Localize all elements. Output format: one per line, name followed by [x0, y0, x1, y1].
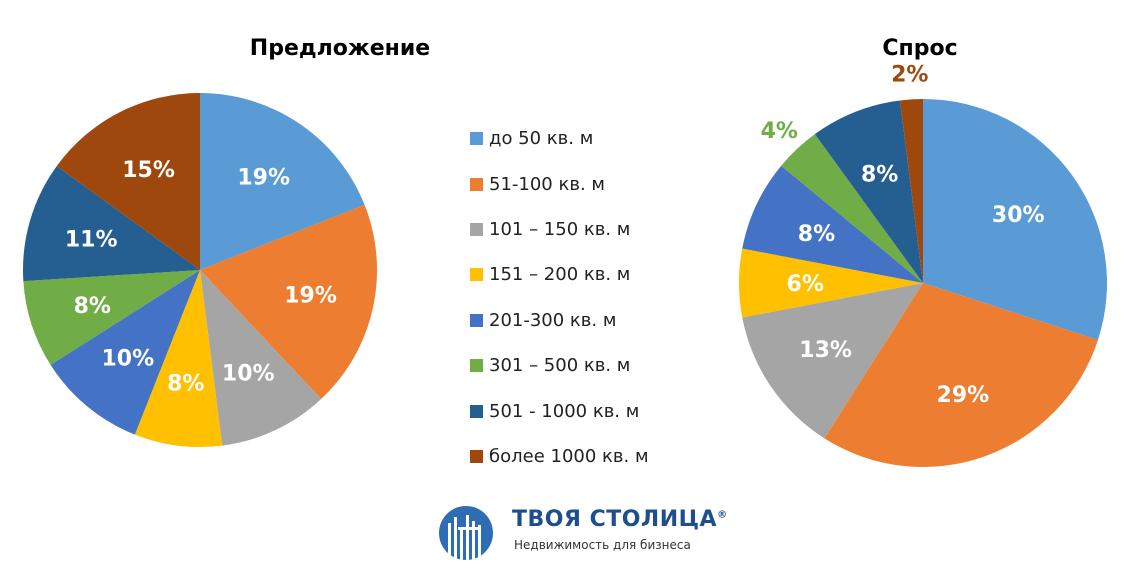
building-logo-icon — [439, 506, 493, 560]
pie-data-label: 8% — [167, 371, 204, 396]
chart-title-supply: Предложение — [249, 36, 431, 61]
legend-item: до 50 кв. м — [470, 116, 649, 161]
legend-label: 201-300 кв. м — [489, 309, 617, 331]
pie-slice — [742, 165, 923, 283]
legend-label: 301 – 500 кв. м — [489, 355, 631, 377]
pie-data-label: 19% — [237, 165, 290, 190]
legend-swatch — [470, 313, 483, 327]
legend-label: 51-100 кв. м — [489, 173, 605, 195]
pie-data-label: 11% — [65, 227, 118, 252]
pie-slice — [50, 270, 201, 435]
pie-slice — [923, 99, 1107, 340]
pie-data-label: 8% — [861, 163, 898, 188]
pie-slice — [134, 270, 223, 447]
logo-tagline: Недвижимость для бизнеса — [514, 538, 691, 552]
pie-data-label: 10% — [101, 346, 154, 371]
legend-swatch — [470, 268, 483, 282]
legend-item: 501 - 1000 кв. м — [470, 388, 649, 433]
pie-slice — [824, 283, 1098, 467]
legend-item: 301 – 500 кв. м — [470, 343, 649, 388]
chart-title-demand: Спрос — [882, 36, 958, 61]
legend-item: более 1000 кв. м — [470, 434, 649, 479]
legend-swatch — [470, 359, 483, 373]
pie-slice — [56, 93, 201, 270]
legend-swatch — [470, 449, 483, 463]
pie-data-label: 8% — [74, 294, 111, 319]
pie-slice — [781, 134, 923, 283]
pie-slice — [23, 270, 200, 365]
company-logo: ТВОЯ СТОЛИЦА® Недвижимость для бизнеса — [434, 503, 727, 563]
legend-label: 501 - 1000 кв. м — [489, 400, 640, 422]
pie-data-label: 13% — [799, 338, 852, 363]
pie-slice — [814, 100, 923, 283]
pie-data-label: 8% — [798, 222, 835, 247]
legend-item: 201-300 кв. м — [470, 298, 649, 343]
pie-slice — [742, 283, 923, 439]
pie-slice — [200, 93, 365, 270]
pie-slice — [899, 99, 923, 283]
pie-data-label: 2% — [891, 62, 928, 87]
pie-slice — [200, 204, 377, 400]
pie-slice — [200, 270, 322, 446]
legend-swatch — [470, 404, 483, 418]
pie-data-label: 15% — [122, 158, 175, 183]
legend-label: более 1000 кв. м — [489, 445, 649, 467]
legend-swatch — [470, 222, 483, 236]
logo-name: ТВОЯ СТОЛИЦА® — [512, 507, 728, 532]
pie-data-label: 4% — [761, 119, 798, 144]
pie-data-label: 6% — [787, 272, 824, 297]
pie-data-label: 29% — [937, 383, 990, 408]
legend-label: 151 – 200 кв. м — [489, 264, 631, 286]
pie-chart-supply: 19% 19% 10% 8% 10% 8% 11% 15% — [23, 93, 377, 447]
pie-data-label: 30% — [992, 203, 1045, 228]
legend-label: до 50 кв. м — [489, 128, 594, 150]
chart-legend: до 50 кв. м 51-100 кв. м 101 – 150 кв. м 15… — [470, 116, 649, 479]
pie-chart-demand: 30% 29% 13% 6% 8% 4% 8% 2% — [739, 62, 1107, 467]
legend-label: 101 – 150 кв. м — [489, 218, 631, 240]
pie-slice — [739, 248, 923, 318]
legend-item: 151 – 200 кв. м — [470, 252, 649, 297]
pie-slice — [23, 165, 201, 282]
pie-data-label: 10% — [222, 361, 275, 386]
legend-item: 101 – 150 кв. м — [470, 207, 649, 252]
pie-data-label: 19% — [284, 284, 337, 309]
legend-item: 51-100 кв. м — [470, 161, 649, 206]
legend-swatch — [470, 132, 483, 146]
legend-swatch — [470, 177, 483, 191]
